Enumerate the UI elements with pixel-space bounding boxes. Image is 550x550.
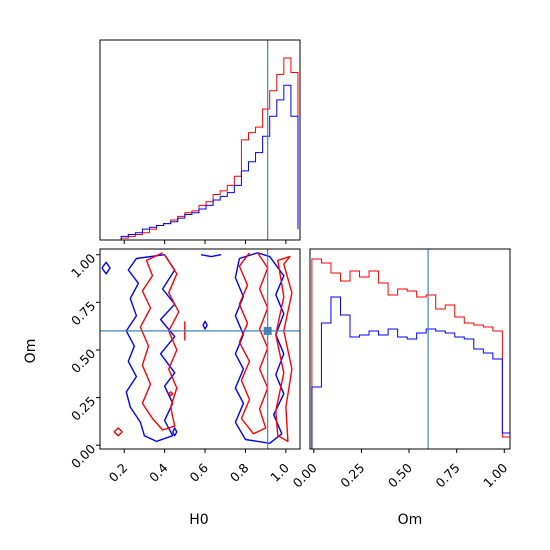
- contour-series-0-line-2: [200, 254, 222, 258]
- h0-marginal-histogram: [99, 39, 301, 244]
- contour-series-1-line-4: [113, 427, 123, 437]
- contour-series-0-line-5: [172, 427, 178, 437]
- contour-frame: [99, 248, 301, 450]
- om-marginal-histogram: 0.00 0.25 0.50 0.75 1.00: [290, 248, 511, 490]
- x-axis-label-om: Om: [398, 512, 423, 528]
- om-hist-series-1: [311, 296, 510, 449]
- contour-series-0-line-0: [125, 254, 176, 443]
- truth-marker: [263, 326, 272, 335]
- om-xtick-label-3: 0.75: [432, 460, 462, 490]
- contour-xtick-label-4: 1.0: [267, 460, 292, 485]
- om-xtick-label-2: 0.50: [385, 460, 415, 490]
- contour-xtick-label-3: 0.8: [227, 460, 252, 485]
- om-xtick-label-1: 0.25: [337, 460, 367, 490]
- contour-series-1-line-5: [168, 391, 174, 397]
- contour-series-0-line-3: [101, 261, 111, 275]
- contour-ytick-label-0: 0.00: [68, 441, 98, 471]
- h0-hist-series-1: [100, 84, 299, 240]
- contour-xtick-label-0: 0.2: [106, 460, 131, 485]
- contour-ytick-label-4: 1.00: [68, 250, 98, 280]
- y-axis-label-om: Om: [23, 339, 39, 364]
- h0-hist-frame: [99, 39, 301, 241]
- om-hist-frame: [309, 248, 511, 450]
- contour-series-0-line-4: [202, 320, 208, 330]
- contour-series-1-line-1: [238, 252, 269, 435]
- om-hist-series-0: [311, 258, 510, 449]
- h0-om-contour-panel: 0.2 0.4 0.6 0.8 1.0 0.00 0.25 0.50 0.75 1.00: [68, 248, 301, 485]
- om-xtick-label-0: 0.00: [290, 460, 320, 490]
- contour-series-0-line-1: [234, 252, 285, 444]
- contour-ytick-label-3: 0.75: [68, 298, 98, 328]
- contour-series-1-line-2: [275, 255, 293, 443]
- contour-xtick-label-2: 0.6: [187, 460, 212, 485]
- om-xtick-label-4: 1.00: [480, 460, 510, 490]
- x-axis-label-h0: H0: [189, 512, 208, 528]
- contour-ytick-label-1: 0.25: [68, 393, 98, 423]
- contour-series-1-line-0: [139, 252, 180, 431]
- contour-ytick-label-2: 0.50: [68, 346, 98, 376]
- contour-xtick-label-1: 0.4: [146, 460, 171, 485]
